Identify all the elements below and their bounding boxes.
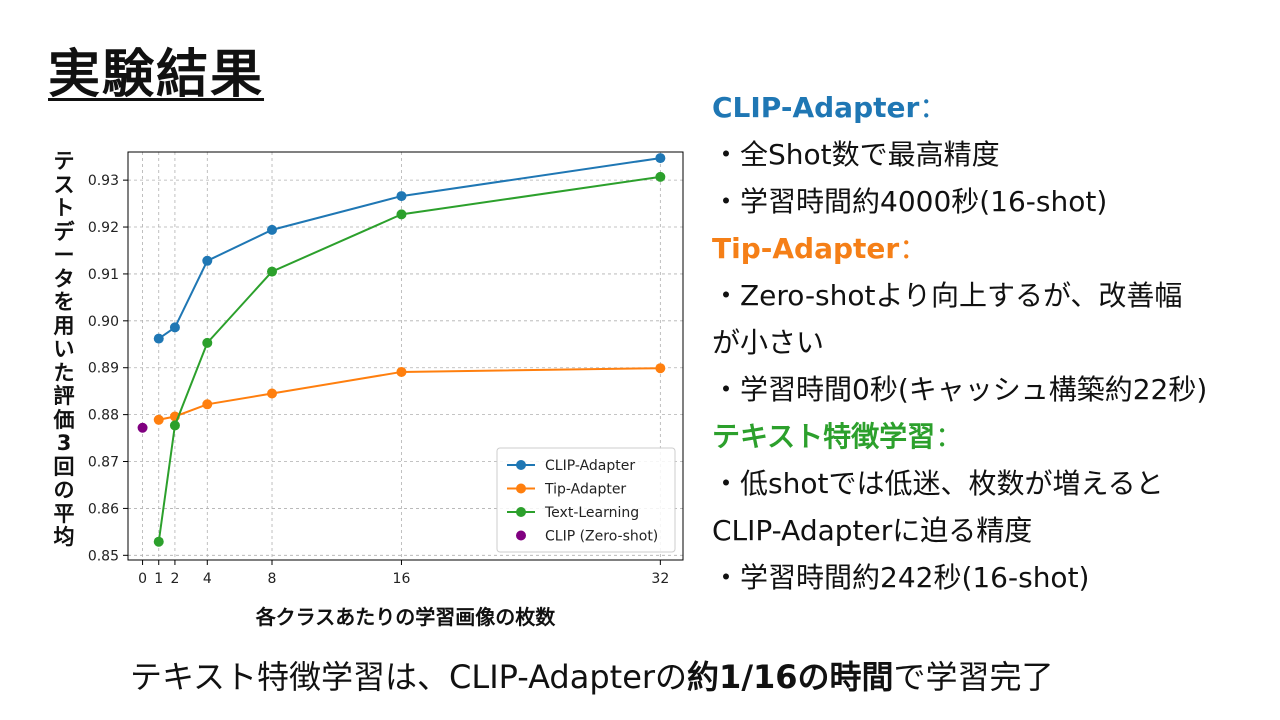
clip-adapter-point (655, 153, 666, 164)
legend-marker (516, 530, 526, 541)
text-learning-point (396, 209, 407, 220)
legend-label: Tip-Adapter (544, 482, 626, 498)
clip-adapter-point (267, 224, 278, 235)
x-tick-label: 0 (138, 571, 147, 587)
y-axis-label-char: タ (53, 266, 75, 291)
clip-adapter-point (396, 191, 407, 202)
clip-adapter-bullet-2: ・学習時間約4000秒(16-shot) (712, 185, 1108, 218)
text-learning-bullet-2: ・学習時間約242秒(16-shot) (712, 561, 1090, 594)
x-tick-label: 16 (393, 571, 411, 587)
text-learning-point (153, 536, 164, 547)
footer-emphasis: 約1/16の時間 (687, 658, 894, 696)
footer-summary: テキスト特徴学習は、CLIP-Adapterの約1/16の時間で学習完了 (130, 652, 1054, 698)
footer-prefix: テキスト特徴学習は、CLIP-Adapterの (130, 658, 688, 696)
legend-box (496, 447, 676, 553)
legend: CLIP-Adapter Tip-Adapter Text-Learning CLIP… (496, 447, 676, 553)
y-axis-label-char: た (53, 360, 75, 385)
y-tick-label: 0.91 (88, 267, 119, 283)
y-axis-label-char: を (53, 290, 75, 314)
y-tick-label: 0.86 (88, 501, 119, 517)
y-axis-label-char: 回 (53, 454, 75, 479)
clip-adapter-heading-line: CLIP-Adapter： (712, 84, 1272, 131)
legend-marker (516, 507, 526, 517)
text-learning-line (157, 175, 661, 542)
footer-suffix: で学習完了 (893, 658, 1054, 696)
tip-adapter-point (202, 399, 213, 410)
y-tick-label: 0.89 (88, 361, 119, 377)
text-learning-heading-line: テキスト特徴学習： (712, 413, 1272, 460)
tip-adapter-bullet-1-line-1: ・Zero-shotより向上するが、改善幅 (712, 279, 1183, 312)
y-axis-label-char: 評 (53, 384, 75, 408)
clip-adapter-bullet-1: ・全Shot数で最高精度 (712, 138, 1000, 171)
text-learning-bullet-1-line-2: CLIP-Adapterに迫る精度 (712, 514, 1033, 547)
y-axis-label-char: 平 (53, 501, 75, 526)
y-axis-label-char: の (53, 478, 75, 502)
tip-adapter-point (267, 388, 278, 399)
text-learning-point (267, 266, 278, 277)
y-tick-label: 0.88 (88, 408, 119, 424)
legend-label: CLIP-Adapter (545, 458, 635, 474)
y-tick-label: 0.92 (88, 220, 119, 236)
y-tick-label: 0.90 (88, 314, 119, 330)
tip-adapter-point (655, 363, 666, 374)
x-tick-label: 1 (154, 571, 163, 587)
legend-marker (516, 483, 526, 494)
clip-zero-shot-point (137, 422, 148, 433)
y-axis-label-char: 価 (53, 407, 75, 432)
clip-adapter-point (169, 322, 180, 333)
plot-frame (127, 151, 684, 561)
text-learning-point (655, 171, 666, 182)
tip-adapter-point (396, 366, 407, 377)
notes-panel: CLIP-Adapter： ・全Shot数で最高精度 ・学習時間約4000秒(1… (712, 84, 1272, 601)
text-learning-heading: テキスト特徴学習 (712, 420, 936, 453)
y-axis-label-char: い (53, 337, 75, 361)
tip-adapter-line (158, 367, 661, 421)
slide-title: 実験結果 (48, 45, 265, 105)
text-learning-point (169, 420, 180, 431)
tip-adapter-bullet-2: ・学習時間0秒(キャッシュ構築約22秒) (712, 373, 1208, 406)
axis-ticks: 0.85 0.86 0.87 0.88 0.89 0.90 0.91 0.92 0.93 0 1 2 4… (88, 173, 669, 587)
clip-adapter-point (153, 333, 164, 344)
x-tick-label: 8 (268, 571, 277, 587)
y-axis-label-char: 均 (53, 525, 75, 549)
y-axis-label-char: ス (53, 172, 75, 197)
text-learning-colon: ： (935, 420, 964, 453)
tip-adapter-bullet-1-line-2: が小さい (712, 326, 825, 359)
y-axis-label-char: ト (53, 196, 75, 220)
tip-adapter-heading: Tip-Adapter (712, 232, 900, 265)
legend-marker (516, 460, 526, 470)
y-axis-label-char: デ (53, 219, 75, 244)
clip-adapter-line (158, 157, 661, 340)
x-tick-label: 2 (170, 571, 179, 587)
x-tick-label: 4 (203, 571, 212, 587)
y-axis-label-char: 3 (56, 431, 72, 455)
y-axis-label-char: テ (53, 149, 75, 173)
accuracy-line-chart: 0.85 0.86 0.87 0.88 0.89 0.90 0.91 0.92 0.93 0 1 2 4… (88, 151, 684, 629)
series-lines (137, 153, 666, 547)
clip-adapter-colon: ： (919, 91, 948, 124)
clip-adapter-heading: CLIP-Adapter (712, 91, 920, 124)
legend-label: CLIP (Zero-shot) (545, 529, 658, 545)
y-axis-label-char: ー (53, 243, 75, 267)
y-tick-label: 0.85 (88, 548, 119, 564)
x-tick-label: 32 (651, 571, 669, 587)
tip-adapter-point (153, 414, 164, 425)
y-tick-label: 0.87 (88, 455, 119, 471)
clip-adapter-point (202, 255, 213, 266)
legend-label: Text-Learning (544, 505, 639, 521)
x-axis-label: 各クラスあたりの学習画像の枚数 (255, 605, 557, 629)
text-learning-bullet-1-line-1: ・低shotでは低迷、枚数が増えると (712, 467, 1164, 500)
tip-adapter-heading-line: Tip-Adapter： (712, 225, 1272, 272)
y-tick-label: 0.93 (88, 173, 119, 189)
y-axis-label-char: 用 (53, 313, 75, 338)
tip-adapter-colon: ： (899, 232, 928, 265)
text-learning-point (202, 337, 213, 348)
